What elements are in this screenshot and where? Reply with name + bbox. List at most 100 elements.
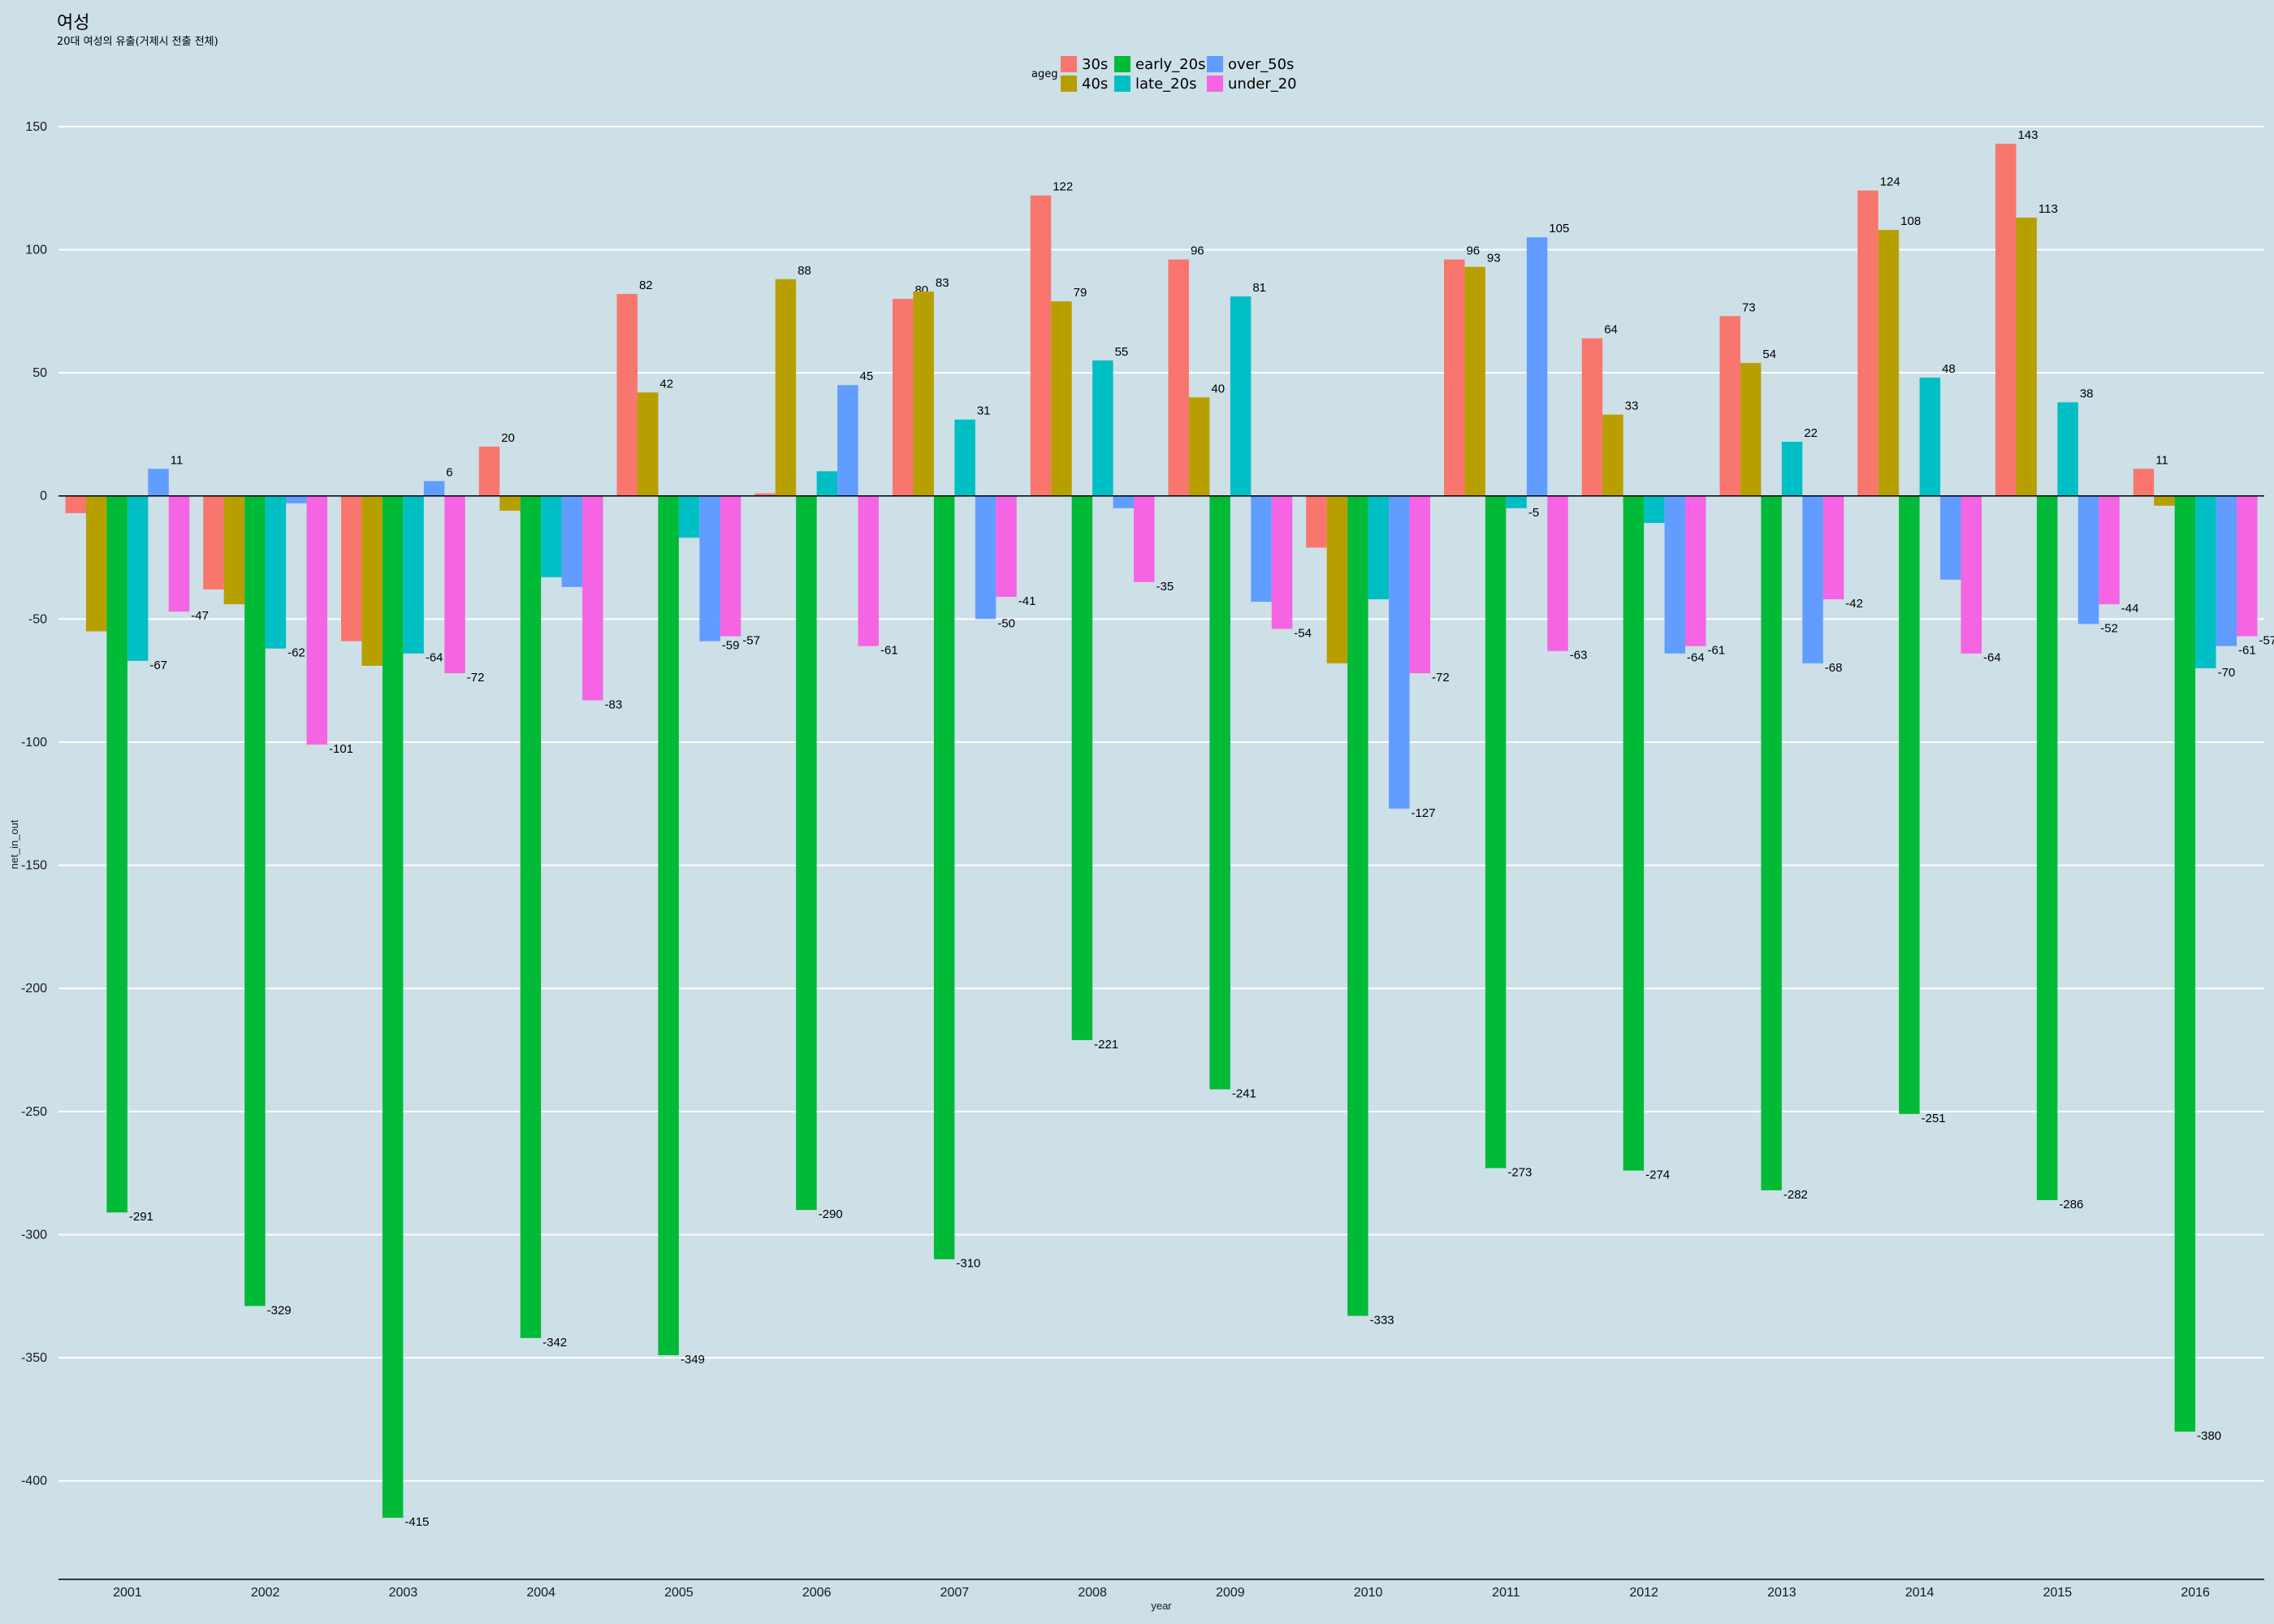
bar-over_50s-2010 xyxy=(1389,495,1410,809)
x-tick-label: 2012 xyxy=(1629,1586,1658,1600)
y-tick-label: -400 xyxy=(21,1475,47,1488)
bar-over_50s-2013 xyxy=(1802,495,1823,663)
data-label: 73 xyxy=(1742,300,1756,314)
bar-30s-2004 xyxy=(478,447,500,496)
data-label: -50 xyxy=(997,616,1015,630)
legend-item-early_20s: early_20s xyxy=(1114,55,1205,73)
data-label: -251 xyxy=(1922,1112,1946,1125)
data-label: 55 xyxy=(1115,345,1129,359)
legend-label: 30s xyxy=(1082,55,1109,73)
data-label: 88 xyxy=(798,264,811,278)
data-label: 124 xyxy=(1880,175,1900,189)
bar-under_20-2015 xyxy=(2099,495,2120,605)
bar-late_20s-2004 xyxy=(541,495,562,577)
bar-over_50s-2015 xyxy=(2077,495,2099,624)
legend-label: over_50s xyxy=(1228,55,1295,73)
data-label: -101 xyxy=(329,742,353,756)
y-tick-label: -150 xyxy=(21,859,47,873)
bar-40s-2013 xyxy=(1740,362,1762,496)
data-label: -61 xyxy=(2238,644,2256,658)
bar-late_20s-2015 xyxy=(2057,402,2078,496)
x-tick-label: 2007 xyxy=(940,1586,970,1600)
bar-under_20-2003 xyxy=(444,495,465,674)
data-label: 6 xyxy=(446,465,452,479)
bar-30s-2001 xyxy=(65,495,86,513)
y-tick-label: 50 xyxy=(32,366,47,380)
bar-over_50s-2012 xyxy=(1664,495,1686,654)
bar-30s-2014 xyxy=(1857,190,1878,496)
x-tick-label: 2006 xyxy=(802,1586,832,1600)
y-axis-title: net_in_out xyxy=(8,819,20,869)
bar-late_20s-2009 xyxy=(1230,296,1252,496)
legend-label: early_20s xyxy=(1135,55,1206,73)
bar-late_20s-2010 xyxy=(1368,495,1390,600)
data-label: -273 xyxy=(1507,1166,1532,1180)
bar-under_20-2009 xyxy=(1271,495,1293,629)
chart-title: 여성 xyxy=(57,13,90,33)
data-label: -64 xyxy=(1687,651,1705,665)
data-label: -274 xyxy=(1645,1168,1670,1182)
bar-over_50s-2001 xyxy=(148,469,169,496)
data-label: -329 xyxy=(267,1303,292,1317)
bar-under_20-2013 xyxy=(1822,495,1844,600)
data-label: -57 xyxy=(742,634,760,648)
data-label: -35 xyxy=(1156,580,1174,594)
data-label: -72 xyxy=(1432,671,1450,685)
data-label: 40 xyxy=(1211,382,1225,395)
data-label: 113 xyxy=(2038,202,2058,216)
bar-under_20-2004 xyxy=(582,495,603,701)
data-label: -62 xyxy=(287,646,305,660)
data-label: 45 xyxy=(860,369,874,383)
chart-subtitle: 20대 여성의 유출(거제시 전출 전체) xyxy=(57,36,218,48)
bar-early_20s-2011 xyxy=(1485,495,1507,1168)
bar-under_20-2008 xyxy=(1134,495,1155,582)
bar-early_20s-2005 xyxy=(658,495,679,1356)
bar-early_20s-2016 xyxy=(2174,495,2196,1432)
bar-late_20s-2013 xyxy=(1781,441,1803,496)
bar-early_20s-2010 xyxy=(1347,495,1368,1316)
bar-30s-2007 xyxy=(892,299,914,496)
data-label: 42 xyxy=(659,377,673,391)
data-label: -64 xyxy=(1983,651,2001,665)
bar-30s-2015 xyxy=(1995,144,2017,496)
x-tick-label: 2004 xyxy=(526,1586,556,1600)
legend-item-over_50s: over_50s xyxy=(1207,55,1294,73)
legend-swatch xyxy=(1207,76,1223,92)
legend-swatch xyxy=(1114,56,1131,72)
bar-40s-2010 xyxy=(1326,495,1348,663)
data-label: 22 xyxy=(1804,426,1818,440)
bar-40s-2002 xyxy=(223,495,245,605)
bar-early_20s-2001 xyxy=(106,495,128,1213)
data-label: -310 xyxy=(956,1257,980,1271)
data-label: 38 xyxy=(2080,387,2094,400)
bar-40s-2009 xyxy=(1188,397,1210,496)
data-label: -59 xyxy=(722,639,740,653)
x-tick-label: 2008 xyxy=(1078,1586,1107,1600)
data-label: 96 xyxy=(1466,244,1480,258)
bar-early_20s-2009 xyxy=(1209,495,1230,1090)
data-label: 31 xyxy=(977,404,991,418)
data-label: -63 xyxy=(1570,649,1588,663)
bar-over_50s-2016 xyxy=(2216,495,2237,646)
x-axis-title: year xyxy=(1151,1600,1172,1612)
bar-40s-2016 xyxy=(2154,495,2175,506)
bar-30s-2009 xyxy=(1168,259,1189,496)
bar-30s-2006 xyxy=(754,493,776,496)
bar-late_20s-2002 xyxy=(265,495,287,649)
legend-swatch xyxy=(1061,56,1077,72)
y-tick-label: -300 xyxy=(21,1228,47,1242)
y-tick-label: -200 xyxy=(21,982,47,996)
legend-item-late_20s: late_20s xyxy=(1114,75,1196,93)
x-tick-label: 2002 xyxy=(251,1586,280,1600)
bar-under_20-2014 xyxy=(1961,495,1982,654)
data-label: -291 xyxy=(129,1210,153,1224)
x-tick-label: 2003 xyxy=(389,1586,418,1600)
bar-30s-2005 xyxy=(616,294,638,496)
data-label: -5 xyxy=(1528,506,1539,520)
bar-30s-2013 xyxy=(1719,316,1740,496)
legend-label: under_20 xyxy=(1228,75,1297,93)
bar-over_50s-2003 xyxy=(423,481,445,496)
bar-40s-2011 xyxy=(1464,266,1485,496)
bar-early_20s-2013 xyxy=(1761,495,1782,1190)
